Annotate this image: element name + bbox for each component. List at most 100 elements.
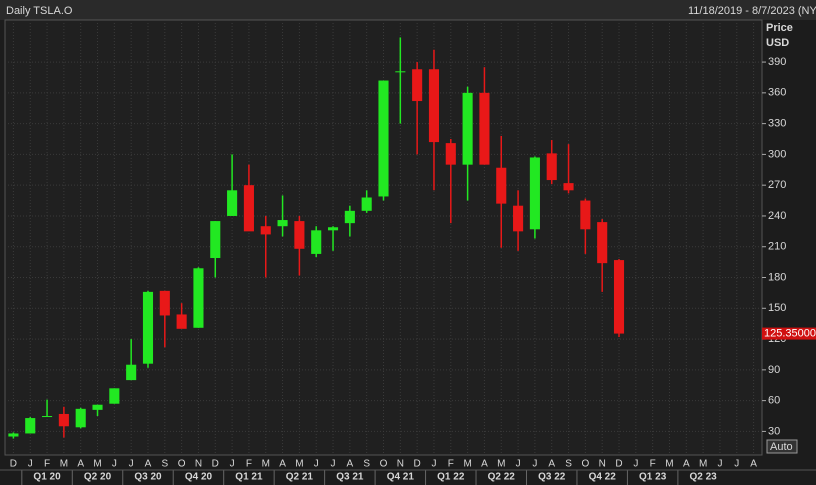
candle-body [75, 408, 86, 428]
x-tick-label: D [212, 459, 219, 470]
quarter-label: Q1 20 [33, 472, 61, 483]
x-tick-label: F [448, 459, 454, 470]
x-tick-label: A [279, 459, 286, 470]
candle-body [109, 388, 120, 404]
candle-body [496, 167, 507, 204]
x-tick-label: A [347, 459, 354, 470]
x-tick-label: J [717, 459, 722, 470]
x-tick-label: O [178, 459, 186, 470]
candle-body [580, 200, 591, 230]
x-tick-label: N [397, 459, 404, 470]
quarter-label: Q3 22 [538, 472, 566, 483]
x-tick-label: M [497, 459, 505, 470]
x-tick-label: M [295, 459, 303, 470]
x-tick-label: F [44, 459, 50, 470]
candle-body [513, 205, 524, 232]
quarter-label: Q1 23 [639, 472, 667, 483]
x-tick-label: M [60, 459, 68, 470]
x-tick-label: S [161, 459, 168, 470]
y-tick-label: 240 [768, 210, 786, 222]
candle-body [58, 413, 69, 427]
y-tick-label: 150 [768, 302, 786, 314]
candle-body [42, 416, 53, 418]
candle-body [243, 185, 254, 232]
title-bar [0, 0, 816, 20]
candle-body [294, 221, 305, 249]
x-tick-label: M [463, 459, 471, 470]
x-tick-label: A [77, 459, 84, 470]
candle-body [25, 418, 36, 434]
y-tick-label: 390 [768, 56, 786, 68]
x-tick-label: O [581, 459, 589, 470]
candle-body [176, 314, 187, 329]
y-tick-label: 330 [768, 118, 786, 130]
candle-body [529, 157, 540, 230]
x-tick-label: A [145, 459, 152, 470]
x-tick-label: F [246, 459, 252, 470]
quarter-label: Q4 22 [589, 472, 617, 483]
x-tick-label: M [665, 459, 673, 470]
y-unit: USD [766, 37, 789, 49]
x-tick-label: J [431, 459, 436, 470]
chart-title: Daily TSLA.O [6, 5, 73, 17]
x-tick-label: J [314, 459, 319, 470]
y-tick-label: 90 [768, 364, 780, 376]
x-tick-label: D [414, 459, 421, 470]
candle-body [227, 190, 238, 216]
x-tick-label: F [650, 459, 656, 470]
x-tick-label: M [262, 459, 270, 470]
quarter-label: Q2 22 [488, 472, 516, 483]
last-price-box [762, 327, 816, 340]
candle-body [445, 143, 456, 165]
auto-label: Auto [770, 441, 793, 453]
candle-body [210, 221, 221, 259]
auto-button[interactable] [766, 439, 798, 454]
y-tick-label: 360 [768, 87, 786, 99]
y-tick-label: 180 [768, 271, 786, 283]
x-tick-label: J [112, 459, 117, 470]
x-tick-label: O [380, 459, 388, 470]
candle-body [361, 197, 372, 211]
y-tick-label: 210 [768, 241, 786, 253]
x-tick-label: A [683, 459, 690, 470]
x-tick-label: J [129, 459, 134, 470]
quarter-label: Q2 20 [84, 472, 112, 483]
candle-body [428, 69, 440, 143]
candle-body [597, 222, 608, 264]
y-tick-label: 270 [768, 179, 786, 191]
quarter-label: Q1 21 [235, 472, 263, 483]
candle-body [613, 260, 625, 334]
x-tick-label: J [230, 459, 235, 470]
candle-body [327, 227, 339, 231]
candle-body [462, 92, 473, 165]
quarter-label: Q3 20 [134, 472, 162, 483]
x-tick-label: D [10, 459, 17, 470]
candle-body [344, 210, 355, 224]
x-tick-label: A [548, 459, 555, 470]
x-tick-label: M [699, 459, 707, 470]
date-range: 11/18/2019 - 8/7/2023 (NY [688, 5, 816, 17]
x-tick-label: S [363, 459, 370, 470]
x-tick-label: J [28, 459, 33, 470]
candle-body [126, 364, 137, 381]
x-tick-label: M [93, 459, 101, 470]
x-tick-label: N [195, 459, 202, 470]
quarter-label: Q4 21 [387, 472, 415, 483]
candle-body [142, 291, 154, 364]
x-tick-label: J [734, 459, 739, 470]
candle-body [479, 92, 490, 165]
quarter-label: Q1 22 [437, 472, 465, 483]
y-tick-label: 300 [768, 148, 786, 160]
last-price-label: 125.35000 [764, 327, 816, 339]
y-label: Price [766, 22, 793, 34]
x-tick-label: A [481, 459, 488, 470]
candle-body [193, 268, 204, 328]
x-tick-label: S [565, 459, 572, 470]
x-tick-label: J [532, 459, 537, 470]
y-tick-label: 30 [768, 425, 780, 437]
y-tick-label: 60 [768, 395, 780, 407]
x-tick-label: J [633, 459, 638, 470]
x-tick-label: D [615, 459, 622, 470]
candle-body [563, 183, 574, 191]
